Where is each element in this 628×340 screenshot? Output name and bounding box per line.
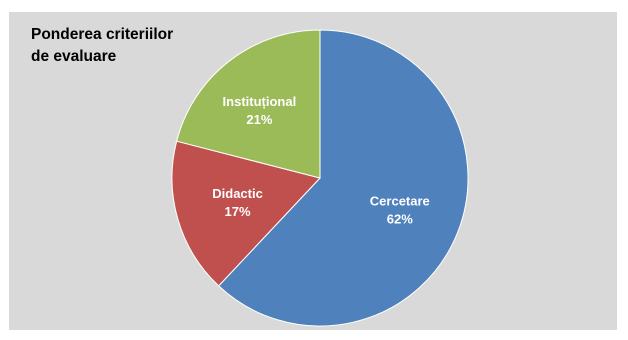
pie-slice-didactic	[171, 140, 321, 287]
pie-slice-institutional	[176, 29, 321, 179]
pie-chart: Cercetare 62% Didactic 17% Instituțional 21%	[171, 29, 469, 327]
chart-title: Ponderea criteriilor de evaluare	[31, 26, 174, 65]
slice-value-label: 17%	[225, 204, 251, 219]
slice-category-label: Instituțional	[223, 94, 297, 109]
slice-category-label: Cercetare	[370, 194, 430, 209]
slice-value-label: 21%	[246, 112, 272, 127]
chart-area: Ponderea criteriilor de evaluare Cerceta…	[9, 12, 617, 330]
slice-value-label: 62%	[387, 212, 413, 227]
pie-slice-cercetare	[217, 29, 469, 327]
slice-category-label: Didactic	[212, 186, 263, 201]
